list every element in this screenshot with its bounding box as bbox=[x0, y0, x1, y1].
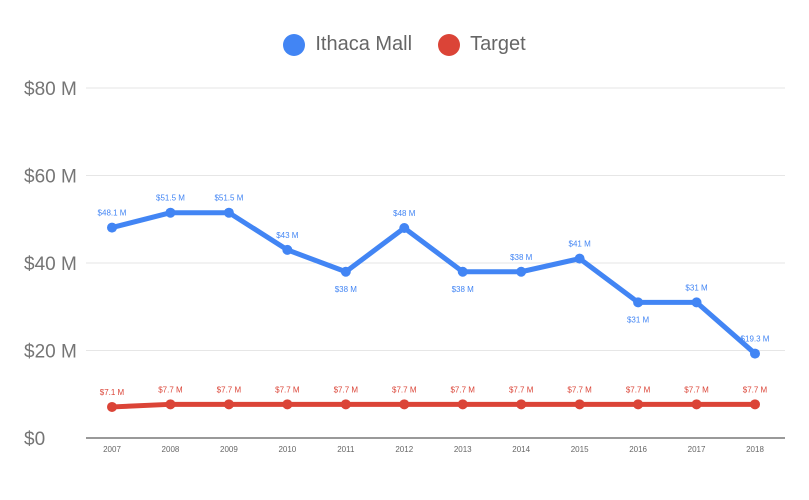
data-label: $7.7 M bbox=[567, 385, 592, 394]
data-point[interactable] bbox=[399, 223, 410, 233]
data-point[interactable] bbox=[457, 266, 468, 277]
data-point[interactable] bbox=[516, 399, 527, 410]
data-label: $38 M bbox=[510, 253, 533, 262]
chart-legend: Ithaca Mall Target bbox=[0, 33, 809, 56]
y-tick-label: $0 bbox=[24, 429, 45, 450]
x-tick-label: 2007 bbox=[103, 445, 121, 454]
x-tick-label: 2018 bbox=[746, 445, 764, 454]
x-tick-label: 2017 bbox=[688, 445, 706, 454]
x-axis: 2007 2008 2009 2010 2011 2012 2013 2014 2015 2016… bbox=[103, 445, 764, 454]
data-point[interactable] bbox=[107, 401, 117, 412]
data-label: $7.7 M bbox=[275, 385, 300, 394]
x-tick-label: 2010 bbox=[278, 445, 296, 454]
data-point[interactable] bbox=[633, 399, 644, 410]
data-point[interactable] bbox=[165, 399, 176, 410]
data-point[interactable] bbox=[750, 348, 760, 359]
data-point[interactable] bbox=[691, 297, 702, 308]
data-label: $38 M bbox=[452, 285, 475, 294]
data-label: $7.7 M bbox=[217, 385, 242, 394]
x-tick-label: 2009 bbox=[220, 445, 238, 454]
series-target: $7.1 M $7.7 M $7.7 M $7.7 M $7.7 M $7.7 M $7.7… bbox=[100, 385, 768, 412]
data-label: $41 M bbox=[569, 240, 592, 249]
data-point[interactable] bbox=[574, 253, 585, 264]
x-tick-label: 2008 bbox=[162, 445, 180, 454]
data-point[interactable] bbox=[165, 207, 176, 218]
data-point[interactable] bbox=[457, 399, 468, 410]
data-label: $7.1 M bbox=[100, 388, 125, 397]
data-point[interactable] bbox=[107, 222, 117, 233]
legend-dot-icon bbox=[438, 33, 461, 56]
data-point[interactable] bbox=[516, 266, 527, 277]
data-label: $43 M bbox=[276, 231, 299, 240]
data-label: $7.7 M bbox=[158, 385, 183, 394]
x-tick-label: 2012 bbox=[395, 445, 413, 454]
legend-item-target[interactable]: Target bbox=[438, 33, 526, 56]
legend-label: Target bbox=[470, 33, 526, 55]
data-point[interactable] bbox=[340, 266, 351, 277]
y-tick-label: $60 M bbox=[24, 167, 77, 188]
legend-item-ithaca-mall[interactable]: Ithaca Mall bbox=[283, 33, 412, 56]
data-label: $51.5 M bbox=[156, 194, 185, 203]
legend-dot-icon bbox=[283, 33, 306, 56]
series-ithaca-mall: $48.1 M $51.5 M $51.5 M $43 M $38 M $48 M $38 … bbox=[98, 194, 770, 359]
data-label: $48.1 M bbox=[98, 209, 127, 218]
data-label: $7.7 M bbox=[392, 385, 417, 394]
data-point[interactable] bbox=[574, 399, 585, 410]
y-tick-label: $80 M bbox=[24, 79, 77, 100]
data-label: $7.7 M bbox=[334, 385, 359, 394]
y-axis: $0 $20 M $40 M $60 M $80 M bbox=[24, 79, 77, 450]
x-tick-label: 2014 bbox=[512, 445, 530, 454]
data-label: $19.3 M bbox=[741, 335, 770, 344]
gridlines bbox=[86, 87, 785, 439]
data-point[interactable] bbox=[340, 399, 351, 410]
y-tick-label: $20 M bbox=[24, 342, 77, 363]
y-tick-label: $40 M bbox=[24, 254, 77, 275]
data-point[interactable] bbox=[399, 399, 410, 410]
data-label: $7.7 M bbox=[684, 385, 709, 394]
data-point[interactable] bbox=[750, 399, 760, 410]
x-tick-label: 2013 bbox=[454, 445, 472, 454]
data-label: $51.5 M bbox=[214, 194, 243, 203]
series-line bbox=[109, 401, 758, 410]
data-label: $7.7 M bbox=[450, 385, 475, 394]
data-label: $7.7 M bbox=[509, 385, 534, 394]
data-label: $38 M bbox=[335, 285, 358, 294]
data-point[interactable] bbox=[282, 244, 293, 255]
x-tick-label: 2011 bbox=[337, 445, 355, 454]
data-label: $48 M bbox=[393, 209, 416, 218]
data-label: $31 M bbox=[685, 283, 708, 292]
series-lines: $48.1 M $51.5 M $51.5 M $43 M $38 M $48 M $38 … bbox=[98, 194, 770, 412]
data-point[interactable] bbox=[691, 399, 702, 410]
data-label: $7.7 M bbox=[626, 385, 651, 394]
x-tick-label: 2015 bbox=[571, 445, 589, 454]
data-point[interactable] bbox=[223, 207, 234, 218]
legend-label: Ithaca Mall bbox=[315, 33, 413, 55]
x-tick-label: 2016 bbox=[629, 445, 647, 454]
data-point[interactable] bbox=[223, 399, 234, 410]
series-line bbox=[109, 210, 758, 357]
data-point[interactable] bbox=[633, 297, 644, 308]
data-label: $7.7 M bbox=[743, 385, 768, 394]
data-label: $31 M bbox=[627, 315, 650, 324]
data-point[interactable] bbox=[282, 399, 293, 410]
